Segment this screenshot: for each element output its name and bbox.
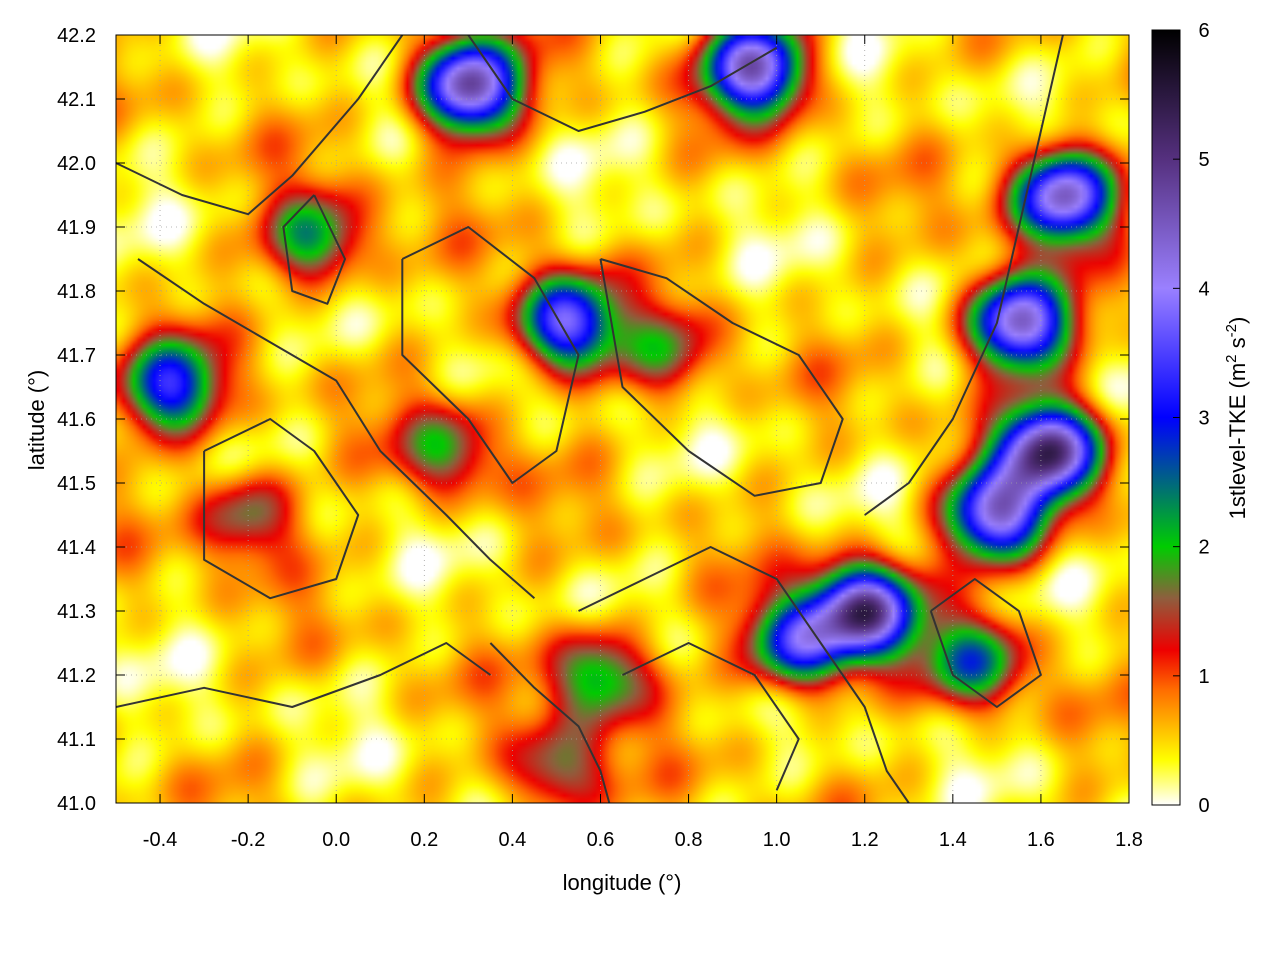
colorbar-label-sup1: 2: [1223, 354, 1240, 362]
x-axis-label: longitude (°): [563, 870, 682, 895]
plot-area: [115, 34, 1130, 804]
colorbar-label-mid: s: [1225, 337, 1250, 354]
y-tick-label: 41.8: [57, 281, 96, 303]
y-tick-label: 41.5: [57, 473, 96, 495]
contour-line: [401, 226, 580, 484]
y-tick-label: 42.1: [57, 89, 96, 111]
x-tick-label: 1.6: [1027, 829, 1055, 851]
contour-line: [599, 258, 844, 497]
colorbar-tick-label: 1: [1198, 666, 1209, 688]
y-tick-label: 41.0: [57, 793, 96, 815]
contour-line: [137, 258, 536, 599]
colorbar-tick-label: 0: [1198, 795, 1209, 817]
contour-line: [864, 35, 1064, 516]
x-tick-label: 1.0: [763, 829, 791, 851]
colorbar-tick-label: 2: [1198, 537, 1209, 559]
x-tick-label: 0.0: [322, 829, 350, 851]
y-tick-label: 41.3: [57, 601, 96, 623]
contour-line: [116, 35, 404, 216]
y-tick-label: 41.6: [57, 409, 96, 431]
y-tick-label: 41.1: [57, 729, 96, 751]
y-tick-label: 41.4: [57, 537, 96, 559]
y-tick-label: 41.2: [57, 665, 96, 687]
contour-line: [622, 642, 800, 791]
y-axis-ticks: 41.0 41.1 41.2 41.3 41.4 41.5 41.6 41.7 41.8 41.9…: [57, 25, 1129, 815]
x-tick-label: 1.4: [939, 829, 967, 851]
x-axis-ticks: -0.4 -0.2 0.0 0.2 0.4 0.6 0.8 1.0 1.2 1.4 1.6 1.8: [143, 35, 1143, 851]
contour-line: [929, 578, 1042, 708]
x-tick-label: 1.8: [1115, 829, 1143, 851]
y-tick-label: 42.2: [57, 25, 96, 47]
colorbar-tick-label: 5: [1198, 149, 1209, 171]
contour-line: [203, 418, 360, 600]
colorbar-label-sup2: -2: [1223, 324, 1240, 337]
contour-line: [282, 194, 346, 305]
x-tick-label: -0.4: [143, 829, 177, 851]
contour-line: [116, 642, 491, 708]
y-tick-label: 41.7: [57, 345, 96, 367]
colorbar-ticks: 0 1 2 3 4 5 6: [1173, 20, 1210, 817]
contour-line: [578, 546, 910, 803]
colorbar-tick-label: 3: [1198, 408, 1209, 430]
contour-lines: [116, 35, 1064, 803]
colorbar-label: 1stlevel-TKE (m2 s-2): [1223, 317, 1250, 520]
x-tick-label: 1.2: [851, 829, 879, 851]
y-tick-label: 41.9: [57, 217, 96, 239]
x-tick-label: 0.4: [498, 829, 526, 851]
x-tick-label: 0.2: [410, 829, 438, 851]
colorbar-label-end: ): [1225, 317, 1250, 324]
contour-line: [489, 642, 611, 803]
y-axis-label: latitude (°): [24, 370, 49, 471]
x-tick-label: 0.6: [587, 829, 615, 851]
colorbar-tick-label: 4: [1198, 278, 1209, 300]
colorbar-label-main: 1stlevel-TKE (m: [1225, 363, 1250, 519]
y-tick-label: 42.0: [57, 153, 96, 175]
x-tick-label: 0.8: [675, 829, 703, 851]
x-tick-label: -0.2: [231, 829, 265, 851]
colorbar-tick-label: 6: [1198, 20, 1209, 42]
contour-line: [467, 35, 778, 132]
